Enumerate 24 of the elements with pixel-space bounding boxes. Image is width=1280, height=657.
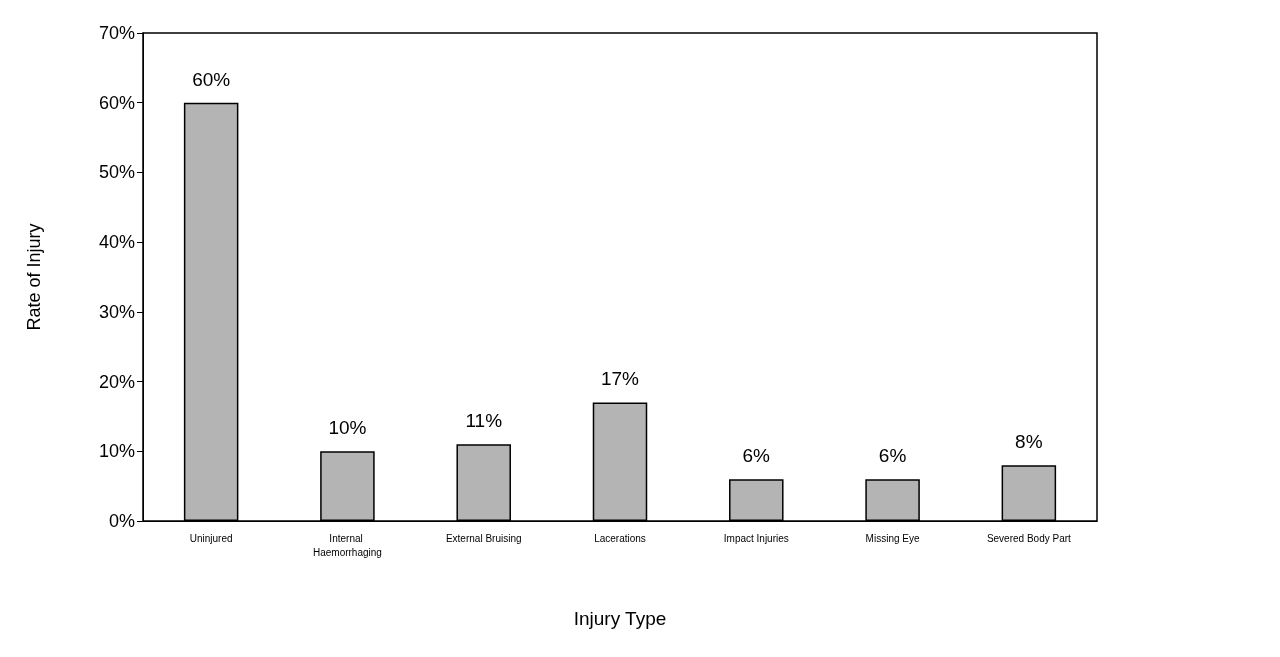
x-axis-title: Injury Type [573, 608, 667, 629]
y-tick-label: 70% [98, 23, 135, 43]
data-label: 6% [878, 445, 907, 467]
y-tick-label: 0% [108, 511, 135, 531]
x-tick-label: Severed Body Part [986, 532, 1072, 544]
x-tick-label: Uninjured [189, 532, 233, 544]
data-label: 17% [600, 368, 640, 390]
y-tick-label: 50% [98, 162, 135, 183]
y-axis-title: Rate of Injury [24, 223, 44, 331]
y-tick-label: 10% [98, 441, 135, 462]
data-label: 10% [328, 417, 367, 439]
x-tick-label: Lacerations [594, 532, 646, 544]
x-tick-label: Missing Eye [865, 532, 920, 544]
y-tick-label: 20% [98, 371, 135, 392]
y-tick-label: 30% [98, 301, 135, 322]
y-tick-label: 60% [98, 92, 135, 113]
y-tick-label: 40% [98, 232, 135, 253]
x-tick-label: External Bruising [445, 532, 522, 544]
data-label: 8% [1015, 431, 1043, 453]
data-label: 60% [192, 68, 231, 90]
x-tick-label: Internal Haemorrhaging [312, 532, 382, 558]
data-label: 6% [742, 445, 771, 467]
x-tick-label: Impact Injuries [723, 532, 789, 544]
data-label: 11% [465, 410, 503, 432]
